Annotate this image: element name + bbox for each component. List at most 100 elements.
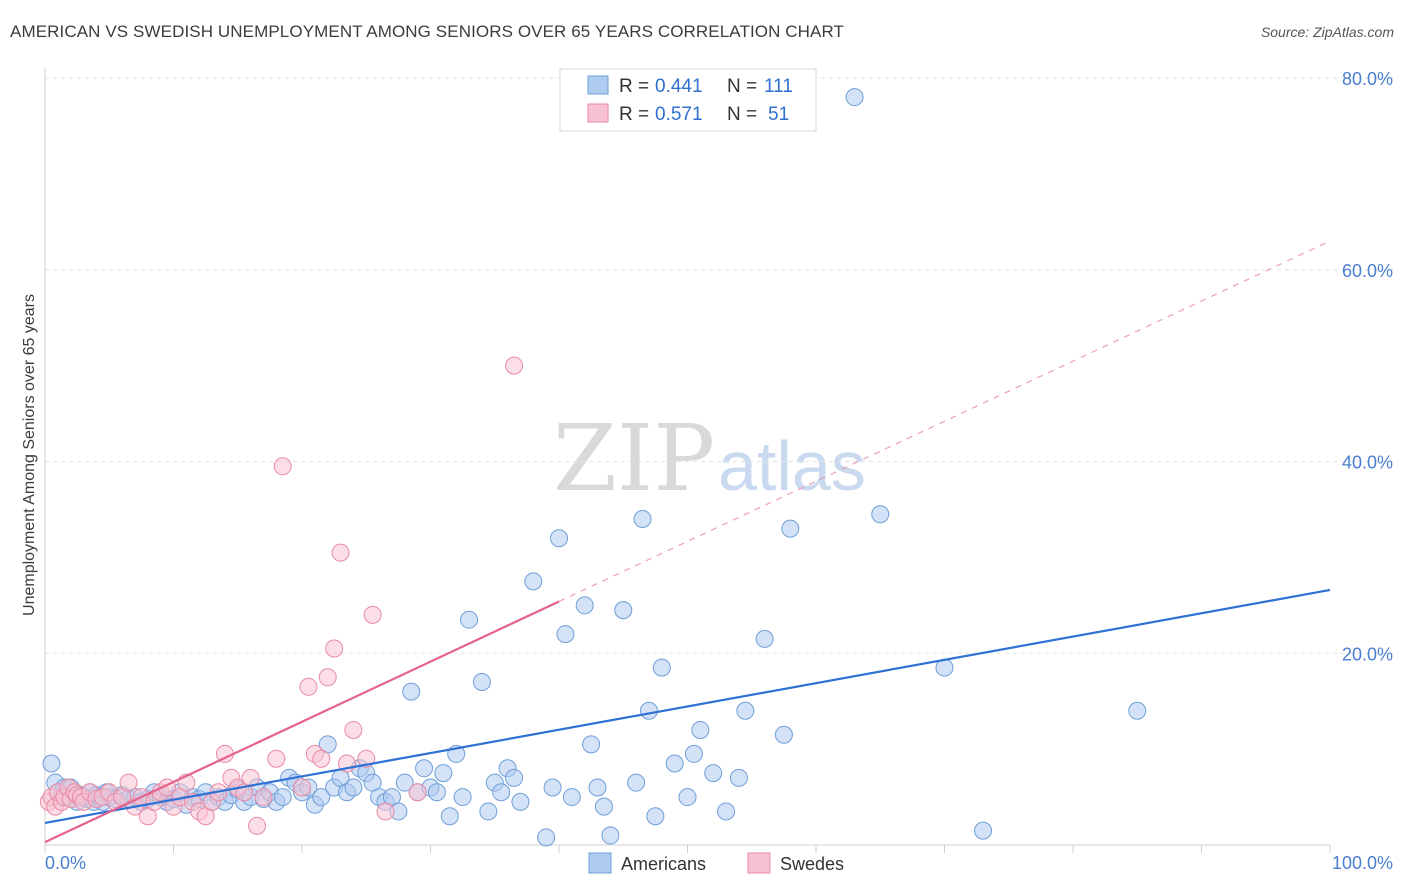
- data-point-swedes: [312, 749, 331, 768]
- data-point-americans: [633, 510, 652, 529]
- data-point-swedes: [248, 816, 267, 835]
- source-label: Source: ZipAtlas.com: [1260, 24, 1394, 40]
- data-point-americans: [395, 773, 414, 792]
- data-point-americans: [684, 744, 703, 763]
- legend-swatch-americans: [587, 75, 609, 95]
- data-point-americans: [691, 720, 710, 739]
- data-point-swedes: [273, 457, 292, 476]
- x-tick-label: 0.0%: [45, 853, 86, 873]
- data-point-americans: [652, 658, 671, 677]
- data-point-americans: [273, 788, 292, 807]
- legend-n-value: 111: [764, 76, 793, 97]
- data-point-americans: [704, 764, 723, 783]
- data-point-swedes: [299, 677, 318, 696]
- legend-swatch-swedes: [587, 103, 609, 123]
- data-point-americans: [575, 596, 594, 615]
- data-point-americans: [736, 701, 755, 720]
- data-point-swedes: [505, 356, 524, 375]
- data-point-americans: [511, 792, 530, 811]
- legend-n-value: 51: [768, 104, 789, 125]
- legend-bottom-swatch-americans: [588, 852, 612, 874]
- legend-bottom-label-americans: Americans: [621, 854, 706, 874]
- data-point-americans: [492, 783, 511, 802]
- data-point-americans: [550, 529, 568, 548]
- data-point-americans: [871, 505, 890, 524]
- data-point-americans: [453, 788, 472, 807]
- data-point-swedes: [325, 639, 344, 658]
- watermark: ZIP atlas: [553, 405, 866, 512]
- legend-top: R = 0.441 N = 111 R = 0.571 N = 51: [559, 68, 817, 132]
- data-point-americans: [344, 778, 363, 797]
- watermark-zip: ZIP: [553, 405, 715, 512]
- trend-line-swedes-extension: [558, 240, 1331, 603]
- legend-n-label: N =: [727, 76, 757, 97]
- y-tick-label: 40.0%: [1342, 453, 1393, 473]
- data-point-americans: [1128, 701, 1147, 720]
- legend-bottom: Americans Swedes: [588, 852, 844, 874]
- data-point-americans: [665, 754, 684, 773]
- data-point-americans: [582, 735, 601, 754]
- series-swedes: [39, 356, 524, 835]
- data-point-swedes: [254, 788, 273, 807]
- data-point-americans: [845, 88, 864, 107]
- data-point-americans: [537, 828, 556, 847]
- data-point-americans: [440, 807, 459, 826]
- tick-labels: 20.0% 40.0% 60.0% 80.0% 0.0% 100.0%: [45, 69, 1393, 873]
- data-point-swedes: [293, 778, 311, 797]
- data-point-americans: [678, 788, 697, 807]
- trend-line-americans: [44, 588, 1331, 825]
- data-point-americans: [601, 826, 620, 845]
- data-point-americans: [639, 701, 658, 720]
- data-point-americans: [415, 759, 434, 778]
- data-point-americans: [646, 807, 665, 826]
- data-point-americans: [479, 802, 498, 821]
- data-point-americans: [729, 768, 748, 787]
- data-point-americans: [594, 797, 613, 816]
- data-point-americans: [614, 601, 633, 620]
- x-tick-label: 100.0%: [1332, 853, 1393, 873]
- chart-title: AMERICAN VS SWEDISH UNEMPLOYMENT AMONG S…: [10, 22, 845, 41]
- data-point-americans: [434, 764, 453, 783]
- data-point-americans: [42, 754, 61, 773]
- data-point-swedes: [119, 773, 138, 792]
- watermark-atlas: atlas: [718, 427, 866, 505]
- data-point-americans: [588, 778, 607, 797]
- y-tick-label: 60.0%: [1342, 261, 1393, 281]
- data-point-swedes: [344, 720, 363, 739]
- data-point-swedes: [363, 605, 382, 624]
- data-point-swedes: [376, 802, 395, 821]
- data-point-americans: [460, 610, 479, 629]
- data-point-americans: [717, 802, 736, 821]
- y-tick-label: 20.0%: [1342, 644, 1393, 664]
- data-point-americans: [402, 682, 421, 701]
- legend-r-value: 0.441: [655, 76, 703, 97]
- grid-lines: [45, 77, 1395, 654]
- data-point-americans: [755, 629, 774, 648]
- data-point-americans: [427, 783, 446, 802]
- legend-r-label: R =: [619, 104, 649, 125]
- data-point-americans: [472, 673, 491, 692]
- data-point-americans: [505, 768, 524, 787]
- data-point-swedes: [408, 783, 427, 802]
- data-point-americans: [627, 773, 646, 792]
- data-point-americans: [543, 778, 562, 797]
- legend-r-label: R =: [619, 76, 649, 97]
- legend-r-value: 0.571: [655, 104, 703, 125]
- axes: [44, 68, 1331, 853]
- data-point-americans: [556, 625, 575, 644]
- data-point-americans: [781, 519, 800, 538]
- data-point-swedes: [331, 543, 350, 562]
- legend-bottom-label-swedes: Swedes: [780, 854, 844, 874]
- data-point-americans: [312, 788, 331, 807]
- data-point-americans: [524, 572, 543, 591]
- data-point-swedes: [318, 668, 337, 687]
- data-point-americans: [774, 725, 793, 744]
- legend-n-label: N =: [727, 104, 757, 125]
- y-tick-label: 80.0%: [1342, 69, 1393, 89]
- trend-lines: [44, 240, 1331, 844]
- legend-bottom-swatch-swedes: [747, 852, 771, 874]
- y-axis-label: Unemployment Among Seniors over 65 years: [21, 294, 38, 616]
- trend-line-swedes: [44, 600, 560, 844]
- data-point-americans: [562, 788, 581, 807]
